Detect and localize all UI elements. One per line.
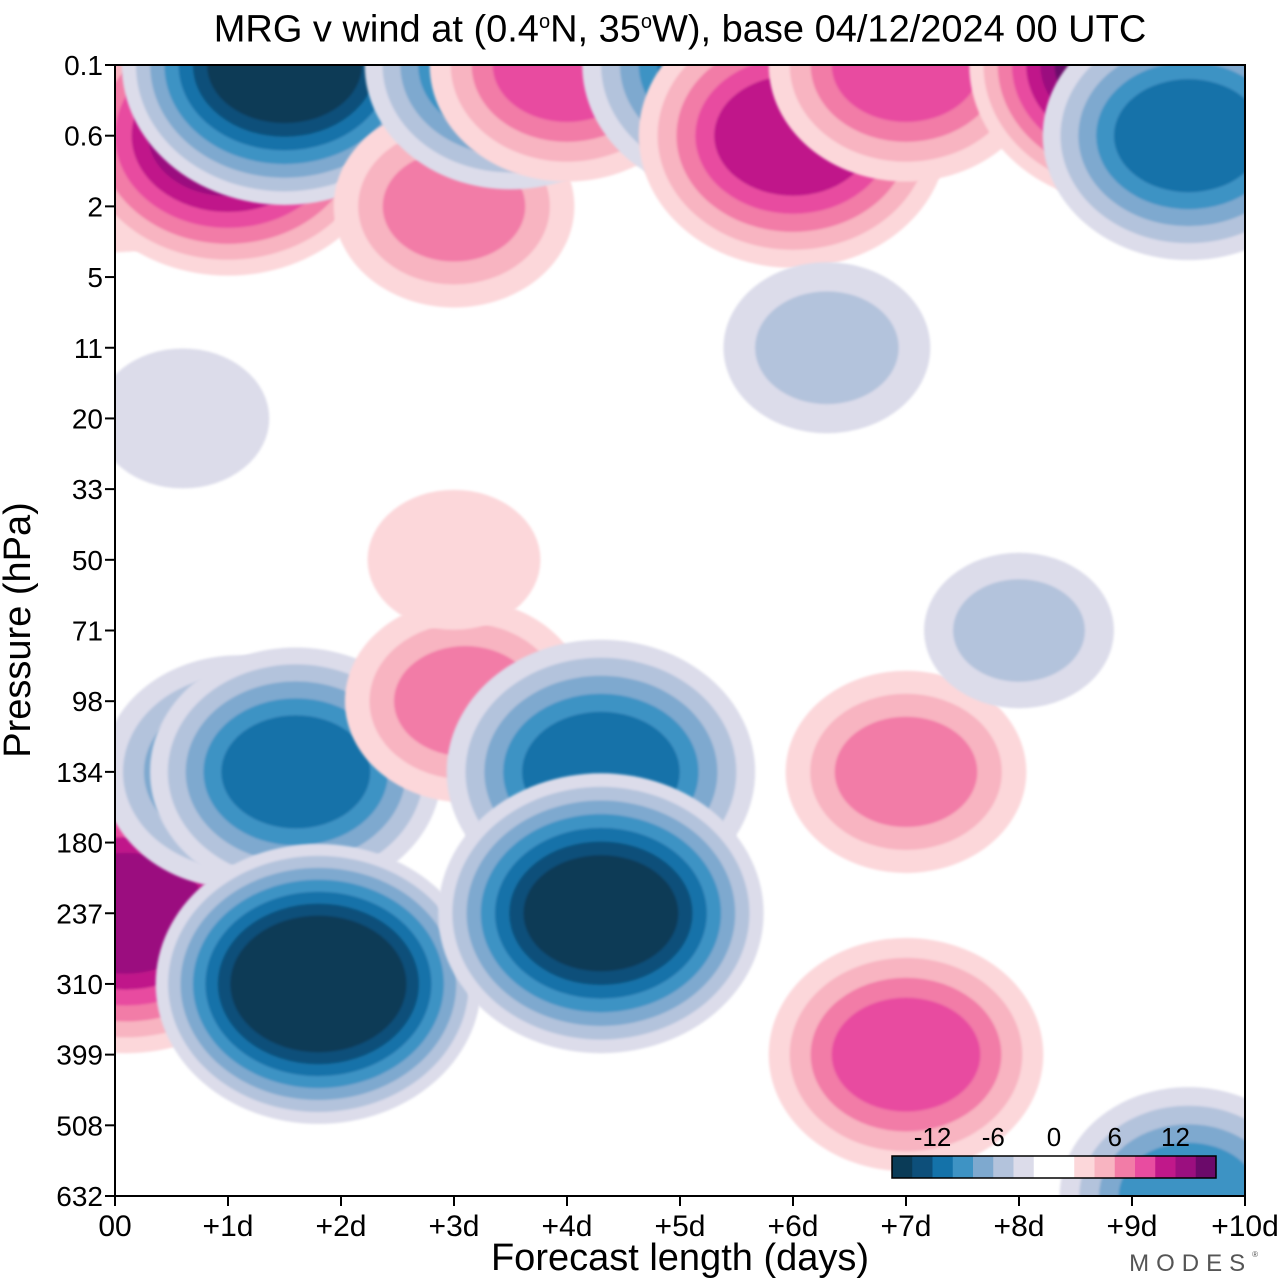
y-tick-label: 399 [56,1040,103,1071]
colorbar-swatch [1033,1156,1055,1178]
colorbar-tick-label: 6 [1108,1122,1122,1152]
colorbar-swatch [952,1156,974,1178]
y-tick-label: 180 [56,828,103,859]
colorbar-swatch [993,1156,1014,1178]
colorbar-swatch [1054,1156,1075,1178]
colorbar-swatch [1195,1156,1217,1178]
field-14 [438,773,764,1054]
y-axis-label: Pressure (hPa) [0,502,39,758]
colorbar-swatch [973,1156,994,1178]
field-10 [367,489,541,630]
y-tick-label: 20 [72,403,103,434]
field-21 [924,552,1114,709]
y-tick-label: 5 [87,262,103,293]
field-10-band-0 [367,489,541,630]
brand-logo: MODES® [1129,1250,1258,1277]
colorbar-swatch [932,1156,954,1178]
x-axis-label: Forecast length (days) [490,1237,870,1279]
y-tick-label: 98 [72,686,103,717]
y-tick-label: 0.1 [64,50,103,81]
y-tick-label: 11 [74,333,103,364]
field-5-band-6 [207,65,362,124]
colorbar-tick-label: -6 [982,1122,1005,1152]
x-tick-label: +5d [655,1210,706,1243]
colorbar-swatch [1175,1156,1197,1178]
y-tick-label: 71 [72,616,103,647]
y-tick-label: 2 [87,191,103,222]
colorbar-swatch [1135,1156,1156,1178]
field-21-band-1 [953,579,1085,682]
y-tick-label: 0.6 [64,121,103,152]
colorbar-tick-label: 0 [1047,1122,1061,1152]
colorbar-swatch [892,1156,913,1178]
colorbar-swatch [1155,1156,1176,1178]
x-tick-label: 00 [98,1210,131,1243]
field-6-band-4 [221,715,371,829]
field-19-band-2 [834,716,978,828]
y-tick-label: 33 [72,474,103,505]
field-17-band-1 [755,291,899,405]
x-tick-label: +9d [1107,1210,1158,1243]
y-axis: 0.1 0.6 2 5 11 20 33 50 71 98 134 180 237 310 399 508 63… [56,50,115,1212]
x-tick-label: +10d [1211,1210,1279,1243]
field-23-band-4 [1114,79,1245,193]
colorbar-swatch [1094,1156,1116,1178]
field-20-band-3 [831,997,981,1112]
field-23 [1042,65,1245,261]
x-tick-label: +7d [881,1210,932,1243]
colorbar-swatch [1074,1156,1095,1178]
chart-title: MRG v wind at (0.4oN, 35oW), base 04/12/… [213,8,1147,51]
colorbar: -12 -6 0 6 12 [891,1122,1217,1179]
field-2-band-0 [115,348,270,489]
field-17 [723,262,931,434]
field-18-band-3 [831,65,981,122]
y-tick-label: 237 [56,898,103,929]
x-axis: 00 +1d +2d +3d +4d +5d +6d +7d +8d +9d +10d [98,1196,1279,1243]
colorbar-swatch [1013,1156,1035,1178]
colorbar-tick-label: -12 [914,1122,952,1152]
x-tick-label: +2d [316,1210,367,1243]
y-tick-label: 50 [72,545,103,576]
x-tick-label: +6d [768,1210,819,1243]
x-tick-label: +4d [542,1210,593,1243]
x-tick-label: +1d [203,1210,254,1243]
colorbar-tick-label: 12 [1161,1122,1190,1152]
y-tick-label: 310 [56,969,103,1000]
field-2 [115,348,270,489]
x-tick-label: +3d [429,1210,480,1243]
colorbar-swatch [912,1156,933,1178]
field-20 [768,937,1044,1172]
y-tick-label: 632 [56,1181,103,1212]
field-7 [155,843,482,1124]
y-tick-label: 508 [56,1110,103,1141]
field-7-band-7 [242,927,395,1041]
field-19 [785,670,1027,873]
colorbar-frame [891,1155,1217,1179]
x-tick-label: +8d [994,1210,1045,1243]
colorbar-swatch [1114,1156,1136,1178]
field-14-band-6 [523,855,679,972]
y-tick-label: 134 [56,757,103,788]
